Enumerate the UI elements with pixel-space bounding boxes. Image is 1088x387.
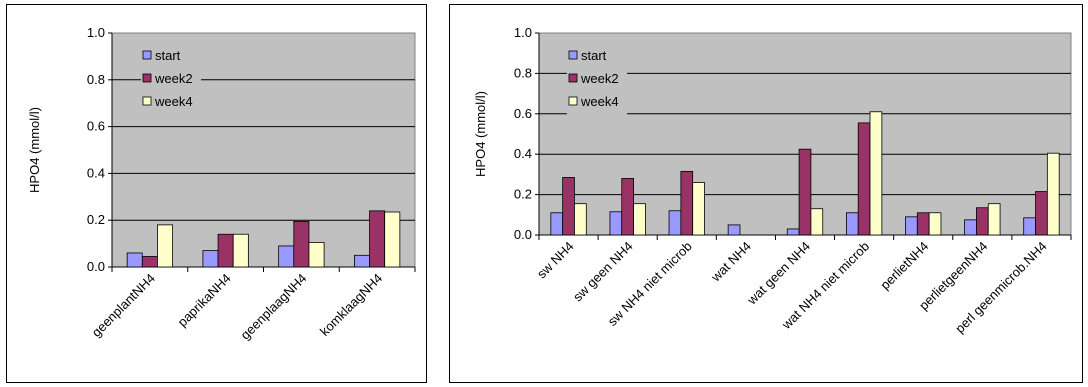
chart1-bar-week2 — [857, 122, 871, 236]
chart1-bar-week4 — [1046, 152, 1060, 236]
chart1-bar-start — [1023, 217, 1036, 236]
chart1-legend-swatch-week4 — [568, 96, 578, 106]
chart0-bar-week4 — [157, 224, 173, 268]
chart1-bar-week2 — [562, 177, 575, 236]
chart1-bar-week4 — [987, 203, 1001, 236]
chart1-bar-week4 — [928, 212, 942, 236]
chart1-legend-label: start — [581, 48, 607, 63]
chart0-bar-start — [202, 250, 219, 268]
chart0-legend-swatch-start — [142, 50, 152, 60]
chart1-bar-week4 — [633, 203, 646, 236]
chart1-legend-swatch-start — [568, 50, 578, 60]
chart1-bar-week4 — [692, 182, 705, 236]
chart1-bar-week4 — [810, 208, 824, 236]
chart-left: 0.0 0.2 0.4 0.6 0.8 1.0 HPO4 (mmol/l) geenplant… — [27, 25, 416, 343]
chart1-category-label: sw geen NH4 — [570, 239, 636, 305]
chart1-ytick-label: 1.0 — [514, 25, 532, 40]
chart1-ytick-label: 0.6 — [514, 106, 532, 121]
chart1-category-label: wat NH4 — [707, 239, 754, 286]
chart0-ytick-label: 0.4 — [87, 165, 105, 180]
chart0-legend-swatch-week4 — [142, 96, 152, 106]
chart1-bar-start — [905, 216, 918, 236]
chart1-ytick-label: 0.2 — [514, 187, 532, 202]
chart1-bar-start — [609, 211, 623, 236]
chart0-legend-label: start — [155, 48, 181, 63]
chart0-bar-week4 — [308, 242, 325, 268]
chart0-legend-swatch-week2 — [142, 73, 152, 83]
chart0-category-label: geenplaagNH4 — [238, 271, 310, 343]
chart1-ytick-label: 0.8 — [514, 65, 532, 80]
chart0-category-label: komklaagNH4 — [317, 271, 385, 339]
chart0-legend-label: week4 — [154, 94, 193, 109]
chart0-ylabel: HPO4 (mmol/l) — [27, 107, 42, 193]
chart1-bar-week4 — [869, 111, 883, 236]
chart0-ytick-label: 0.2 — [87, 212, 105, 227]
chart1-bar-week4 — [574, 203, 587, 236]
chart0-bar-start — [126, 252, 143, 268]
chart0-legend-label: week2 — [154, 71, 193, 86]
chart1-bar-start — [727, 224, 741, 236]
chart0-category-label: paprikaNH4 — [175, 271, 234, 330]
chart1-category-label: sw NH4 — [534, 239, 577, 282]
chart0-ytick-label: 0.8 — [87, 72, 105, 87]
chart0-bar-start — [278, 245, 295, 268]
chart1-bar-start — [786, 228, 800, 236]
chart-panel-left: 0.0 0.2 0.4 0.6 0.8 1.0 HPO4 (mmol/l) geenplant… — [6, 4, 427, 383]
chart1-bar-week2 — [1035, 191, 1048, 236]
chart1-ytick-label: 0.4 — [514, 146, 532, 161]
chart0-ytick-label: 0.0 — [87, 259, 105, 274]
chart0-category-label: geenplantNH4 — [89, 271, 158, 340]
chart0-legend: start week2 week4 — [141, 43, 201, 115]
chart1-bar-start — [964, 219, 977, 236]
chart1-bar-start — [845, 212, 859, 236]
chart0-bar-week4 — [232, 233, 249, 268]
chart1-ytick-label: 0.0 — [514, 227, 532, 242]
chart0-bar-week2 — [217, 233, 234, 268]
chart1-bar-start — [668, 210, 682, 236]
chart0-ytick-label: 0.6 — [87, 119, 105, 134]
chart-right: 0.0 0.2 0.4 0.6 0.8 1.0 HPO4 (mmol/l) sw NH4sw … — [473, 25, 1072, 336]
chart0-bar-start — [353, 254, 370, 268]
chart1-bar-week2 — [680, 170, 694, 236]
chart1-bar-week2 — [621, 178, 634, 236]
chart1-legend-label: week4 — [580, 94, 619, 109]
chart-panel-right: 0.0 0.2 0.4 0.6 0.8 1.0 HPO4 (mmol/l) sw NH4 sw … — [449, 4, 1083, 383]
chart1-bar-week2 — [976, 207, 989, 236]
chart1-legend: start week2 week4 — [567, 43, 627, 115]
chart0-bar-week2 — [293, 220, 310, 268]
chart1-legend-label: week2 — [580, 71, 619, 86]
chart1-bar-start — [550, 212, 564, 236]
chart1-category-label: perlietNH4 — [877, 239, 931, 293]
chart0-ytick-label: 1.0 — [87, 25, 105, 40]
chart0-bar-week2 — [369, 210, 386, 268]
chart1-legend-swatch-week2 — [568, 73, 578, 83]
chart0-bar-week4 — [384, 211, 401, 268]
chart1-ylabel: HPO4 (mmol/l) — [473, 91, 488, 177]
chart1-bar-week2 — [916, 212, 930, 236]
chart0-bar-week2 — [141, 256, 158, 268]
chart1-bar-week2 — [798, 148, 812, 236]
